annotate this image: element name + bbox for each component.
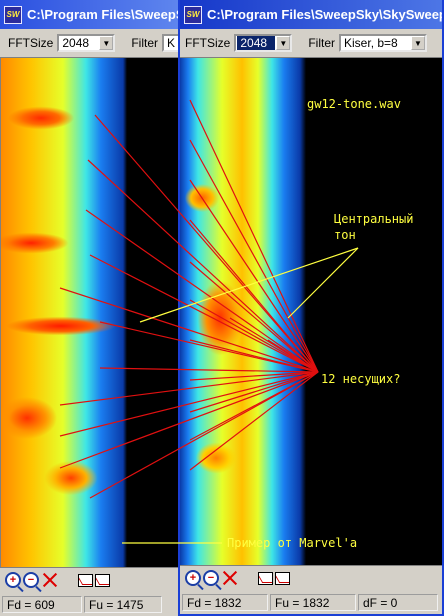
right-spectrogram[interactable]	[180, 58, 442, 566]
fu-readout: Fu = 1832	[270, 593, 356, 611]
right-spectrum-strip	[180, 58, 306, 566]
left-zoom-toolbar: + −	[0, 567, 180, 592]
graph-alt-icon[interactable]	[275, 571, 290, 585]
fd-readout: Fd = 1832	[182, 593, 268, 611]
app-icon: SW	[184, 5, 202, 24]
right-title-bar[interactable]: SW C:\Program Files\SweepSky\SkySweeper	[180, 0, 442, 29]
fftsize-select[interactable]: 2048 ▼	[57, 34, 116, 52]
filter-select[interactable]: Kiser, b=8 ▼	[339, 34, 428, 52]
df-readout: dF = 0	[358, 593, 438, 611]
zoom-in-icon[interactable]: +	[5, 572, 21, 588]
right-status-bar: Fd = 1832 Fu = 1832 dF = 0	[180, 590, 442, 614]
fftsize-select[interactable]: 2048 ▼	[234, 34, 293, 52]
chevron-down-icon[interactable]: ▼	[411, 36, 426, 50]
right-zoom-toolbar: + −	[180, 565, 442, 590]
left-status-bar: Fd = 609 Fu = 1475	[0, 592, 180, 616]
filter-select[interactable]: K	[162, 34, 180, 52]
left-title-bar[interactable]: SW C:\Program Files\SweepSky	[0, 0, 180, 29]
chevron-down-icon[interactable]: ▼	[276, 36, 291, 50]
fftsize-label: FFTSize	[8, 36, 54, 50]
zoom-out-icon[interactable]: −	[23, 572, 39, 588]
graph-icon[interactable]	[78, 573, 93, 587]
clear-icon[interactable]	[42, 572, 58, 588]
fftsize-value: 2048	[237, 36, 276, 50]
graph-icon[interactable]	[258, 571, 273, 585]
fftsize-value: 2048	[62, 36, 90, 50]
left-toolbar: FFTSize 2048 ▼ Filter K	[0, 29, 180, 58]
zoom-out-icon[interactable]: −	[203, 570, 219, 586]
graph-alt-icon[interactable]	[95, 573, 110, 587]
filter-label: Filter	[131, 36, 159, 50]
right-toolbar: FFTSize 2048 ▼ Filter Kiser, b=8 ▼	[180, 29, 442, 58]
clear-icon[interactable]	[222, 570, 238, 586]
app-icon: SW	[4, 5, 22, 24]
fu-readout: Fu = 1475	[84, 595, 162, 613]
right-window-title: C:\Program Files\SweepSky\SkySweeper	[207, 7, 442, 22]
right-window: SW C:\Program Files\SweepSky\SkySweeper …	[178, 0, 444, 616]
left-window: SW C:\Program Files\SweepSky FFTSize 204…	[0, 0, 180, 616]
zoom-in-icon[interactable]: +	[185, 570, 201, 586]
left-spectrum-strip	[1, 58, 127, 568]
left-spectrogram[interactable]	[0, 58, 180, 568]
filter-value: K	[167, 36, 176, 50]
fftsize-label: FFTSize	[185, 36, 231, 50]
chevron-down-icon[interactable]: ▼	[99, 36, 114, 50]
filter-label: Filter	[308, 36, 336, 50]
fd-readout: Fd = 609	[2, 595, 82, 613]
filter-value: Kiser, b=8	[344, 36, 398, 50]
left-window-title: C:\Program Files\SweepSky	[27, 7, 180, 22]
